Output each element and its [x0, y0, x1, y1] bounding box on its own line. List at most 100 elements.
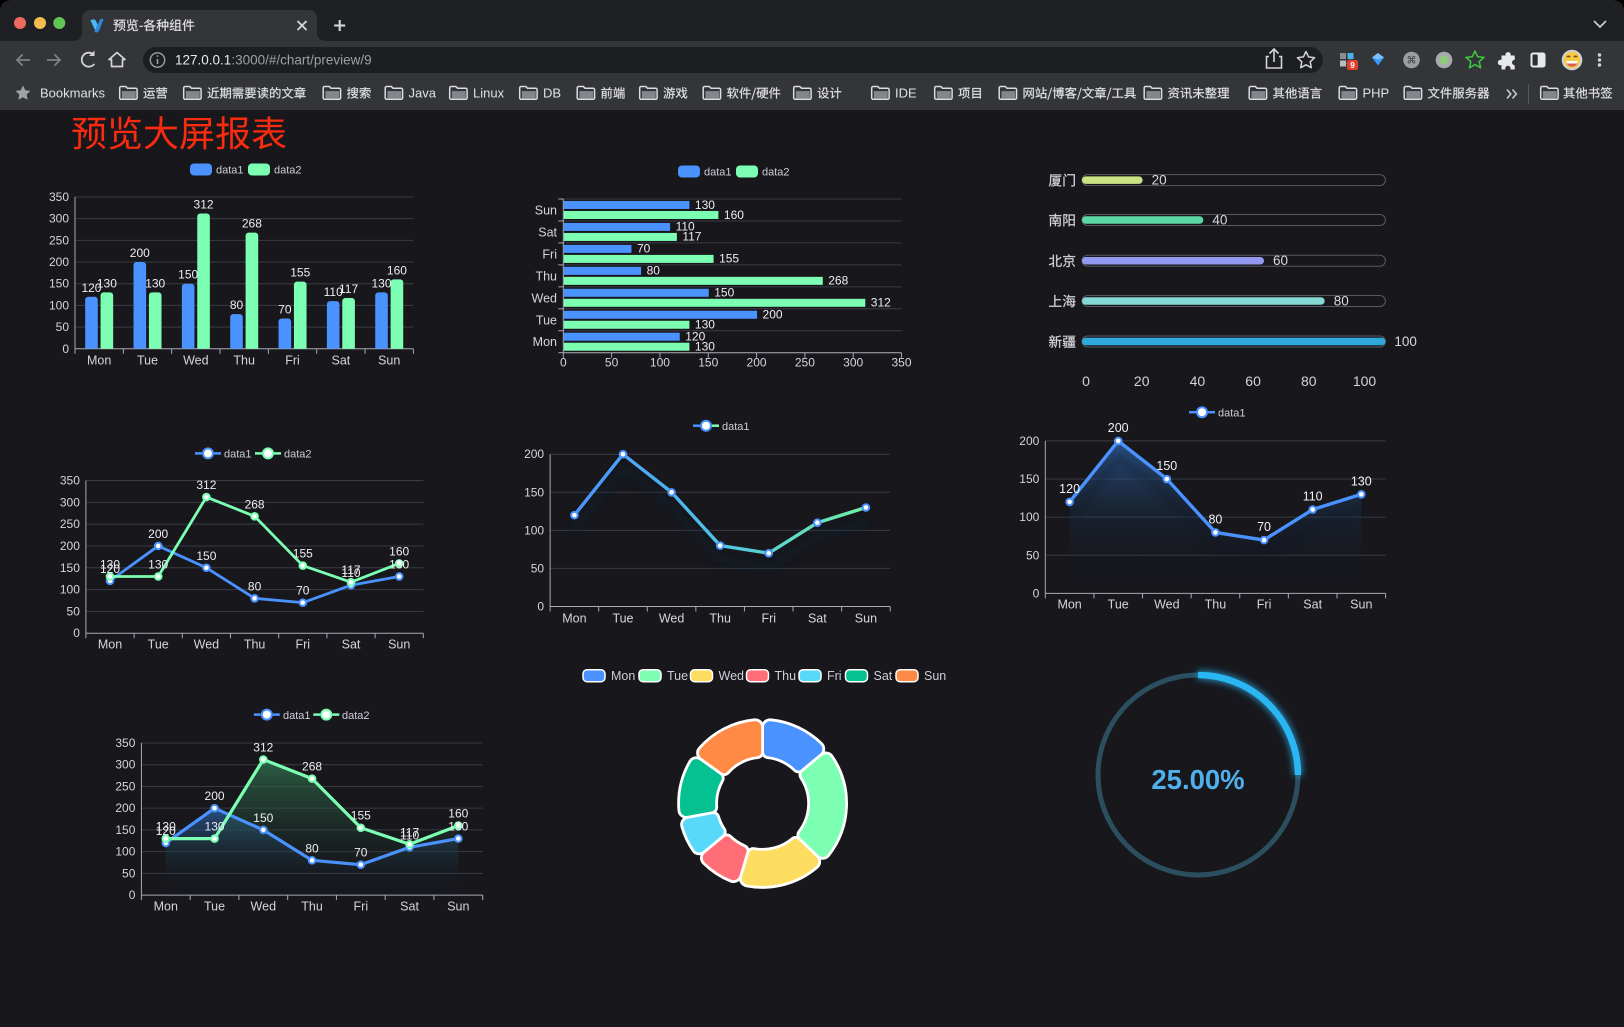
svg-text:150: 150	[196, 549, 216, 563]
svg-text:data2: data2	[762, 167, 790, 179]
svg-text:110: 110	[1303, 490, 1323, 504]
svg-text:268: 268	[302, 760, 322, 774]
svg-text:Mon: Mon	[562, 612, 586, 626]
svg-text:Sat: Sat	[1303, 598, 1322, 612]
svg-text:100: 100	[60, 583, 80, 597]
svg-text:Fri: Fri	[761, 612, 776, 626]
svg-text:268: 268	[242, 217, 262, 231]
svg-text:20: 20	[1134, 373, 1150, 389]
svg-text:Thu: Thu	[535, 269, 557, 283]
svg-text:Wed: Wed	[659, 612, 685, 626]
svg-text:60: 60	[1273, 253, 1288, 268]
svg-text:Mon: Mon	[1057, 598, 1081, 612]
svg-text:200: 200	[115, 801, 135, 815]
svg-text:312: 312	[253, 741, 273, 755]
svg-text:Wed: Wed	[183, 354, 209, 368]
svg-text:70: 70	[1257, 520, 1271, 534]
svg-text:80: 80	[647, 264, 661, 278]
svg-text:300: 300	[60, 495, 80, 509]
svg-text:200: 200	[763, 308, 783, 322]
svg-text:130: 130	[100, 557, 120, 571]
svg-text:80: 80	[1208, 512, 1222, 526]
svg-text:200: 200	[1019, 434, 1039, 448]
svg-text:0: 0	[537, 600, 544, 614]
svg-text:80: 80	[1334, 294, 1349, 309]
svg-text:0: 0	[129, 888, 136, 902]
svg-text:150: 150	[524, 485, 544, 499]
svg-text:155: 155	[351, 809, 371, 823]
svg-text:25.00%: 25.00%	[1151, 764, 1244, 795]
svg-text:312: 312	[194, 197, 214, 211]
svg-text:Tue: Tue	[137, 354, 158, 368]
svg-text:Wed: Wed	[532, 291, 558, 305]
svg-text:100: 100	[1394, 334, 1417, 349]
svg-text:⌘: ⌘	[1407, 56, 1417, 67]
svg-text:Sat: Sat	[332, 354, 351, 368]
svg-text:Fri: Fri	[827, 669, 842, 683]
svg-text:70: 70	[637, 242, 651, 256]
svg-text:130: 130	[148, 557, 168, 571]
svg-text:Sat: Sat	[874, 669, 893, 683]
svg-text:50: 50	[67, 604, 81, 618]
svg-text:0: 0	[560, 356, 567, 370]
svg-text:110: 110	[324, 285, 343, 299]
svg-text:312: 312	[196, 478, 216, 492]
svg-text:Sun: Sun	[447, 900, 469, 914]
svg-text:130: 130	[1351, 474, 1372, 488]
svg-text:200: 200	[1108, 421, 1129, 435]
svg-text:Tue: Tue	[1108, 598, 1129, 612]
svg-text:155: 155	[290, 266, 310, 280]
svg-text:117: 117	[682, 230, 701, 244]
svg-text:data2: data2	[274, 165, 302, 177]
svg-text:100: 100	[115, 845, 135, 859]
svg-text:160: 160	[448, 807, 468, 821]
svg-text:110: 110	[676, 220, 695, 234]
svg-text:130: 130	[145, 276, 165, 290]
svg-text:data1: data1	[283, 710, 311, 722]
svg-text:Sat: Sat	[342, 638, 361, 652]
svg-text:130: 130	[448, 820, 468, 834]
svg-text:130: 130	[97, 276, 117, 290]
svg-text:Thu: Thu	[709, 612, 731, 626]
svg-text:250: 250	[60, 517, 80, 531]
svg-text:Mon: Mon	[611, 669, 635, 683]
svg-text:0: 0	[62, 342, 69, 356]
svg-text:0: 0	[1082, 373, 1090, 389]
svg-text:350: 350	[891, 356, 911, 370]
svg-text:130: 130	[389, 557, 409, 571]
svg-text:60: 60	[1245, 373, 1261, 389]
svg-text:50: 50	[605, 356, 619, 370]
svg-text:Sun: Sun	[388, 638, 410, 652]
svg-text:350: 350	[115, 736, 135, 750]
svg-text:150: 150	[1019, 472, 1039, 486]
svg-text:110: 110	[341, 566, 360, 580]
svg-text:data1: data1	[216, 165, 244, 177]
svg-text:Fri: Fri	[285, 354, 300, 368]
svg-text:268: 268	[828, 274, 848, 288]
svg-text:Wed: Wed	[719, 669, 745, 683]
svg-text:130: 130	[695, 318, 715, 332]
svg-text:100: 100	[49, 298, 69, 312]
svg-text:Mon: Mon	[533, 335, 557, 349]
svg-text:117: 117	[341, 563, 360, 577]
svg-text:200: 200	[130, 246, 150, 260]
svg-text:70: 70	[296, 584, 310, 598]
svg-text:Java: Java	[409, 86, 437, 101]
svg-text:200: 200	[60, 539, 80, 553]
svg-text:Sun: Sun	[924, 669, 946, 683]
svg-text:Tue: Tue	[204, 900, 225, 914]
svg-text:data1: data1	[722, 421, 750, 433]
svg-text:150: 150	[253, 811, 273, 825]
svg-text:350: 350	[49, 190, 69, 204]
svg-text:100: 100	[524, 523, 544, 537]
svg-text:Tue: Tue	[612, 612, 633, 626]
svg-text:127.0.0.1:3000/#/chart/preview: 127.0.0.1:3000/#/chart/preview/9	[175, 53, 372, 68]
svg-text:150: 150	[698, 356, 718, 370]
svg-text:Sun: Sun	[855, 612, 877, 626]
svg-text:Fri: Fri	[1257, 598, 1272, 612]
svg-text:100: 100	[1353, 373, 1377, 389]
svg-text:Thu: Thu	[775, 669, 797, 683]
svg-text:Thu: Thu	[244, 638, 266, 652]
svg-text:130: 130	[205, 820, 225, 834]
svg-text:80: 80	[248, 579, 262, 593]
